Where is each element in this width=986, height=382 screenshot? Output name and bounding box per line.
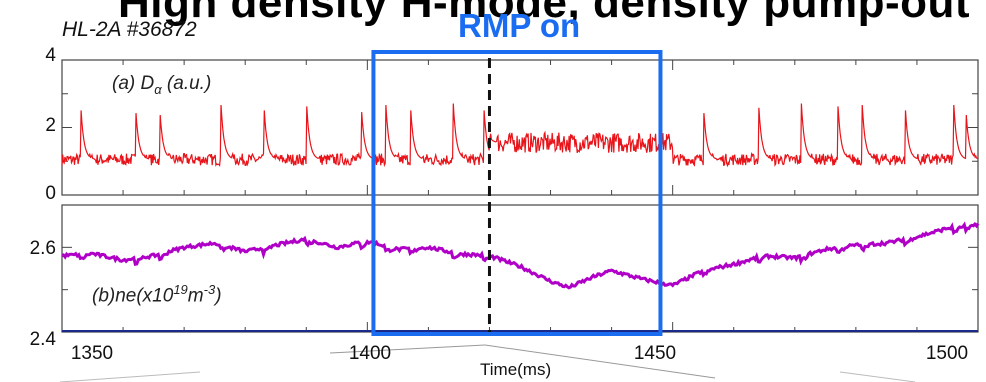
ytick-a-2: 2: [45, 115, 56, 136]
panel-a-label: (a) Dα (a.u.): [112, 73, 212, 97]
zoom-guide-line: [484, 344, 716, 379]
xtick-1400: 1400: [348, 343, 392, 364]
xtick-1450: 1450: [633, 343, 677, 364]
rmp-window-box: [371, 50, 663, 336]
ytick-b-2-6: 2.6: [29, 238, 56, 259]
rmp-on-label: RMP on: [458, 7, 581, 44]
x-axis-label: Time(ms): [480, 360, 552, 379]
xtick-1500: 1500: [925, 343, 969, 364]
ytick-a-4: 4: [45, 45, 56, 66]
zoom-guide-line: [59, 371, 201, 382]
panel-b-label: (b)ne(x1019m-3): [92, 282, 222, 307]
shot-number-label: HL-2A #36872: [62, 18, 197, 41]
xtick-1350: 1350: [70, 343, 114, 364]
dalpha-series-line: [61, 103, 979, 168]
ytick-a-0: 0: [45, 183, 56, 204]
zoom-guide-line: [329, 344, 486, 354]
cut-off-slide-title: High density H-mode, density pump-out: [118, 0, 971, 27]
ytick-b-2-4: 2.4: [29, 329, 56, 350]
density-series-line: [61, 221, 980, 290]
zoom-guide-line: [839, 371, 916, 382]
